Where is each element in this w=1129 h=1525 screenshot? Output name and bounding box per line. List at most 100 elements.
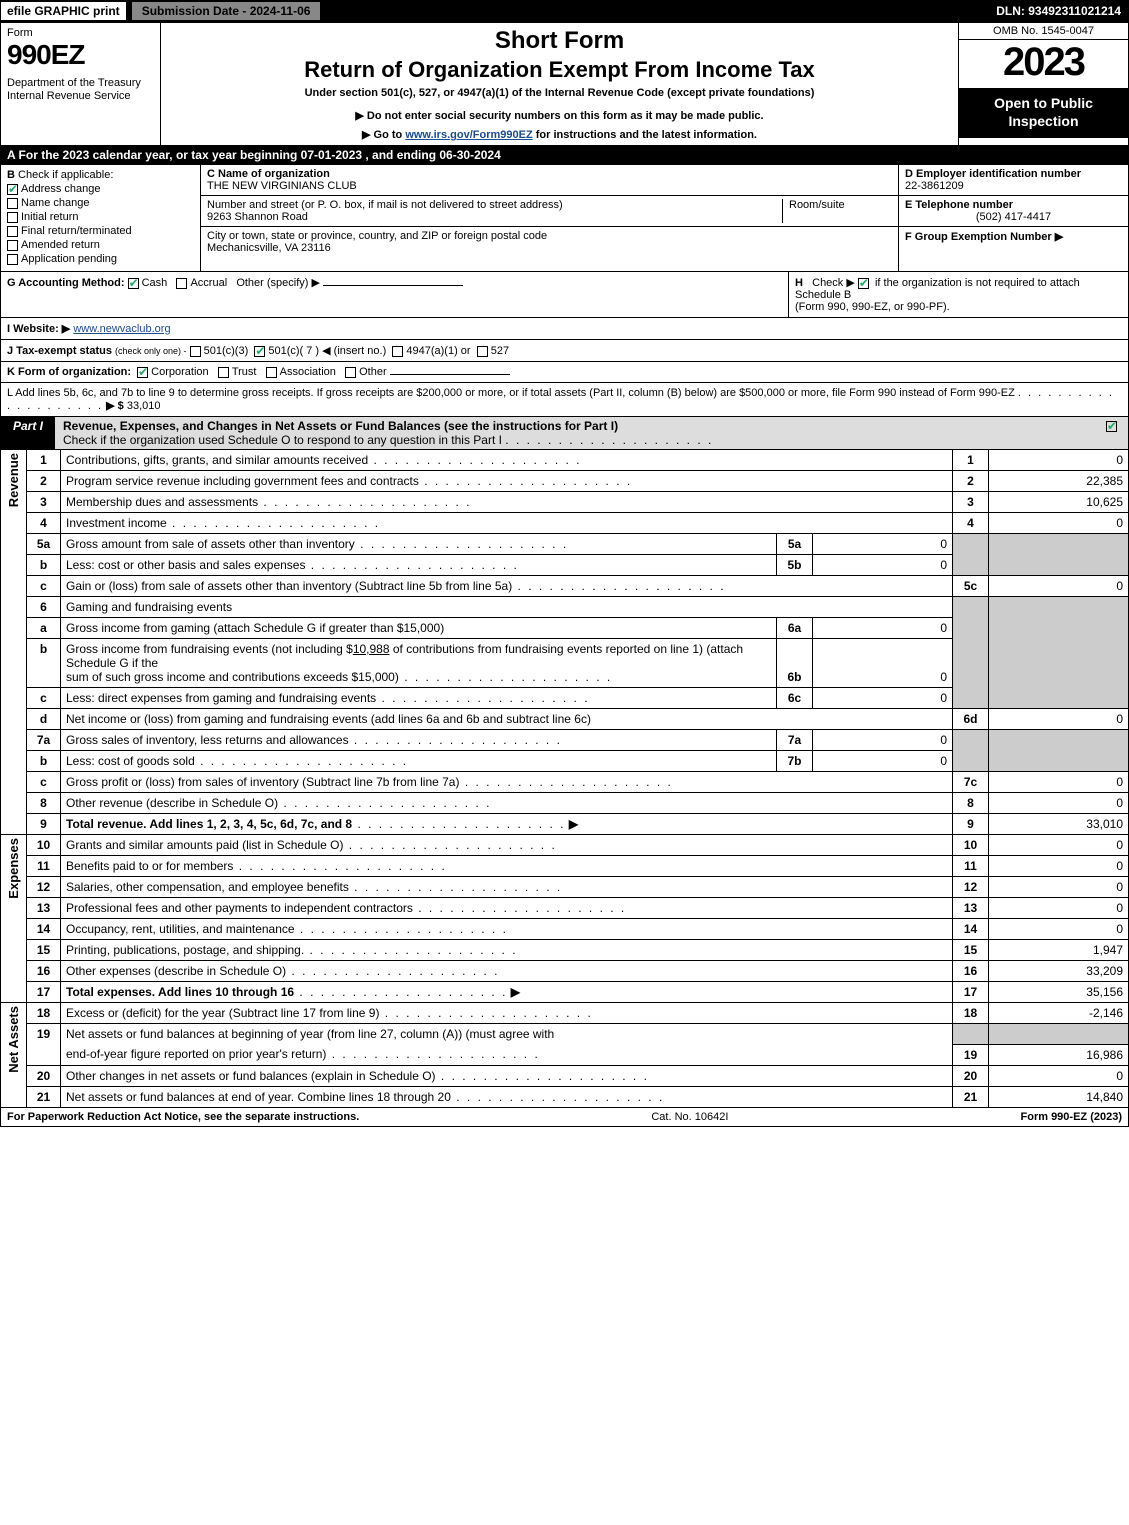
l-text: L Add lines 5b, 6c, and 7b to line 9 to … — [7, 387, 1015, 399]
line-desc: Total expenses. Add lines 10 through 16 … — [61, 982, 953, 1003]
trust-label: Trust — [232, 366, 257, 378]
bcd-block: B Check if applicable: Address change Na… — [0, 165, 1129, 272]
address-change-label: Address change — [21, 183, 101, 195]
line-rval: 0 — [989, 513, 1129, 534]
line-num: 2 — [27, 471, 61, 492]
table-row: 7a Gross sales of inventory, less return… — [1, 730, 1129, 751]
final-return-label: Final return/terminated — [21, 225, 132, 237]
table-row: Net Assets 18 Excess or (deficit) for th… — [1, 1003, 1129, 1024]
line-desc: Excess or (deficit) for the year (Subtra… — [61, 1003, 953, 1024]
ein-label: D Employer identification number — [905, 168, 1081, 180]
group-exemption-label: F Group Exemption Number — [905, 231, 1052, 243]
line-desc: Program service revenue including govern… — [61, 471, 953, 492]
chk-part1-schedule-o[interactable] — [1106, 421, 1117, 432]
footer-right-pre: Form — [1021, 1111, 1052, 1123]
j-sub: (check only one) - — [115, 346, 187, 356]
org-name: THE NEW VIRGINIANS CLUB — [207, 180, 357, 192]
checkbox-icon[interactable] — [7, 212, 18, 223]
line-desc: end-of-year figure reported on prior yea… — [61, 1044, 953, 1065]
chk-trust[interactable] — [218, 367, 229, 378]
line-rval: 22,385 — [989, 471, 1129, 492]
chk-application-pending[interactable]: Application pending — [7, 253, 194, 265]
line-rnum: 15 — [953, 940, 989, 961]
line-num: 9 — [27, 814, 61, 835]
part1-title: Revenue, Expenses, and Changes in Net As… — [55, 417, 1098, 449]
section-def: D Employer identification number 22-3861… — [898, 165, 1128, 271]
header-right: OMB No. 1545-0047 2023 Open to Public In… — [958, 23, 1128, 145]
chk-527[interactable] — [477, 346, 488, 357]
revenue-side-label: Revenue — [1, 450, 27, 835]
line-desc: Gross income from fundraising events (no… — [61, 639, 777, 688]
line-desc: Benefits paid to or for members — [61, 856, 953, 877]
checkbox-icon[interactable] — [7, 184, 18, 195]
line-rval: 14,840 — [989, 1086, 1129, 1107]
sub-num: 7b — [777, 751, 813, 772]
chk-corp[interactable] — [137, 367, 148, 378]
line-rnum: 6d — [953, 709, 989, 730]
line-num: 17 — [27, 982, 61, 1003]
website-link[interactable]: www.newvaclub.org — [73, 323, 170, 335]
section-l: L Add lines 5b, 6c, and 7b to line 9 to … — [0, 383, 1129, 417]
chk-accrual[interactable] — [176, 278, 187, 289]
part1-tag: Part I — [1, 417, 55, 449]
table-row: 13 Professional fees and other payments … — [1, 898, 1129, 919]
table-row: 3 Membership dues and assessments 3 10,6… — [1, 492, 1129, 513]
table-row: c Gain or (loss) from sale of assets oth… — [1, 576, 1129, 597]
chk-amended-return[interactable]: Amended return — [7, 239, 194, 251]
sub-val: 0 — [813, 730, 953, 751]
line-desc: Investment income — [61, 513, 953, 534]
l-value: 33,010 — [127, 400, 161, 412]
chk-h[interactable] — [858, 278, 869, 289]
shade-cell — [989, 534, 1129, 576]
line-num: 4 — [27, 513, 61, 534]
chk-final-return[interactable]: Final return/terminated — [7, 225, 194, 237]
line-num: 12 — [27, 877, 61, 898]
line-num: 14 — [27, 919, 61, 940]
checkbox-icon[interactable] — [7, 226, 18, 237]
line-rval: 0 — [989, 576, 1129, 597]
checkbox-icon[interactable] — [7, 254, 18, 265]
other-org-input[interactable] — [390, 374, 510, 375]
l-arrow: ▶ $ — [106, 400, 124, 412]
irs-link[interactable]: www.irs.gov/Form990EZ — [405, 129, 532, 141]
chk-initial-return[interactable]: Initial return — [7, 211, 194, 223]
line-num: b — [27, 555, 61, 576]
tax-year: 2023 — [959, 40, 1128, 88]
table-row: 6 Gaming and fundraising events — [1, 597, 1129, 618]
line-rnum: 3 — [953, 492, 989, 513]
part1-check-label: Check if the organization used Schedule … — [63, 433, 502, 447]
line-rnum: 4 — [953, 513, 989, 534]
chk-501c3[interactable] — [190, 346, 201, 357]
table-row: d Net income or (loss) from gaming and f… — [1, 709, 1129, 730]
assoc-label: Association — [280, 366, 336, 378]
line-num: 21 — [27, 1086, 61, 1107]
footer-left: For Paperwork Reduction Act Notice, see … — [7, 1111, 359, 1123]
chk-address-change[interactable]: Address change — [7, 183, 194, 195]
chk-name-change[interactable]: Name change — [7, 197, 194, 209]
line-rval: 10,625 — [989, 492, 1129, 513]
chk-501c[interactable] — [254, 346, 265, 357]
other-specify-input[interactable] — [323, 285, 463, 286]
line-rnum: 11 — [953, 856, 989, 877]
sub-val: 0 — [813, 555, 953, 576]
chk-other[interactable] — [345, 367, 356, 378]
checkbox-icon[interactable] — [7, 198, 18, 209]
efile-label[interactable]: efile GRAPHIC print — [0, 1, 127, 21]
line-rnum: 1 — [953, 450, 989, 471]
line-rnum: 14 — [953, 919, 989, 940]
table-row: 12 Salaries, other compensation, and emp… — [1, 877, 1129, 898]
line-desc: Membership dues and assessments — [61, 492, 953, 513]
sub-num: 5a — [777, 534, 813, 555]
section-h: H Check ▶ if the organization is not req… — [788, 272, 1128, 317]
chk-4947[interactable] — [392, 346, 403, 357]
chk-assoc[interactable] — [266, 367, 277, 378]
chk-cash[interactable] — [128, 278, 139, 289]
amended-return-label: Amended return — [21, 239, 100, 251]
l6b-pre: Gross income from fundraising events (no… — [66, 642, 353, 656]
line-rval: 33,209 — [989, 961, 1129, 982]
c-city-label: City or town, state or province, country… — [207, 230, 547, 242]
gh-row: G Accounting Method: Cash Accrual Other … — [0, 272, 1129, 318]
other-label: Other — [359, 366, 387, 378]
checkbox-icon[interactable] — [7, 240, 18, 251]
arrow-icon: ▶ — [1055, 231, 1063, 243]
